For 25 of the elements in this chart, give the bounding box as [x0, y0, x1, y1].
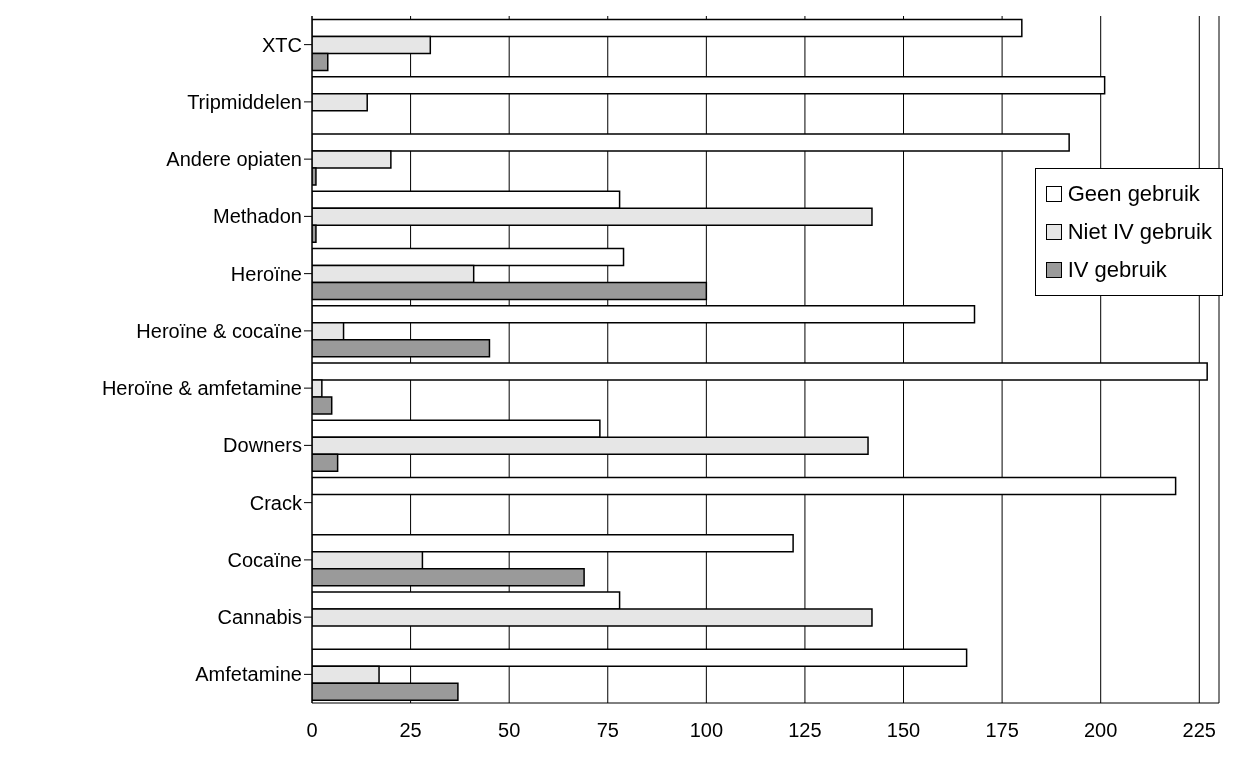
y-tick-label: XTC: [262, 33, 302, 56]
y-tick-label: Heroïne & amfetamine: [101, 377, 302, 400]
y-tick-label: Cannabis: [217, 606, 302, 629]
x-tick-label: 150: [886, 719, 921, 742]
legend-label: Niet IV gebruik: [1067, 218, 1212, 246]
x-tick-label: 50: [498, 719, 521, 742]
y-tick-label: Methadon: [213, 205, 302, 228]
x-tick-label: 225: [1182, 719, 1216, 742]
x-tick-label: 75: [596, 719, 619, 742]
legend-label: IV gebruik: [1067, 256, 1167, 284]
x-tick-label: 0: [306, 719, 318, 742]
y-tick-label: Heroïne: [230, 262, 302, 285]
x-tick-label: 125: [788, 719, 822, 742]
x-tick-label: 25: [399, 719, 422, 742]
y-tick-label: Amfetamine: [195, 663, 302, 686]
legend-label: Geen gebruik: [1067, 180, 1200, 208]
y-tick-label: Crack: [249, 491, 303, 514]
y-tick-label: Tripmiddelen: [187, 90, 302, 113]
x-tick-label: 100: [689, 719, 724, 742]
y-tick-label: Downers: [223, 434, 302, 457]
y-tick-label: Heroïne & cocaïne: [136, 319, 302, 342]
y-tick-label: Cocaïne: [227, 548, 302, 571]
x-tick-label: 200: [1084, 719, 1118, 742]
x-tick-label: 175: [985, 719, 1019, 742]
y-tick-label: Andere opiaten: [166, 148, 302, 171]
